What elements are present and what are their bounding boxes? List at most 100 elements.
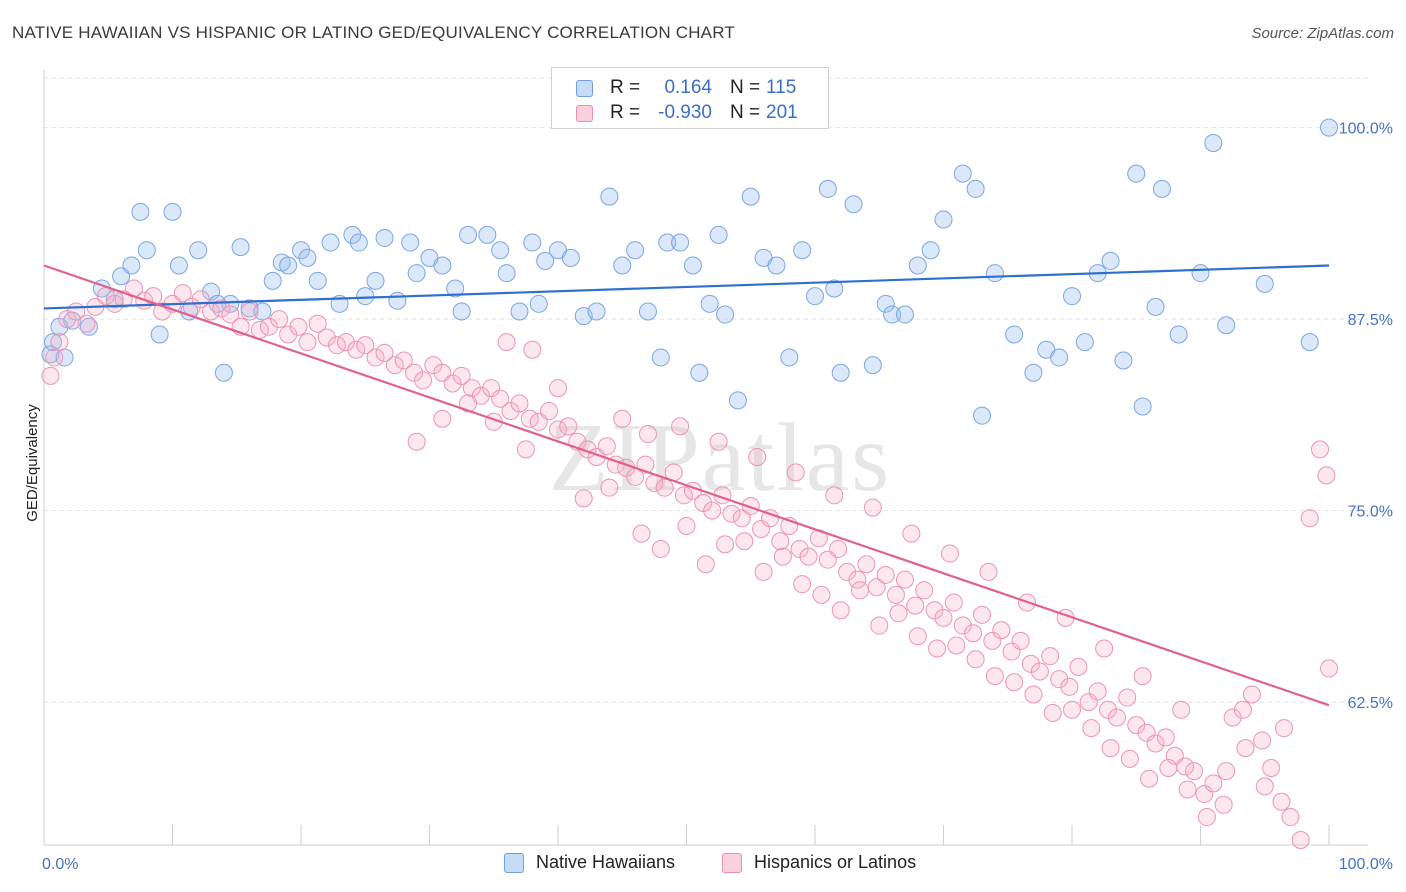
hispanic-latino-point bbox=[1041, 647, 1060, 666]
y-tick-label: 100.0% bbox=[1339, 121, 1393, 138]
native-hawaiian-point bbox=[741, 187, 760, 206]
hispanic-latino-point bbox=[876, 565, 895, 584]
native-hawaiian-point bbox=[523, 233, 542, 252]
native-hawaiian-point bbox=[973, 406, 992, 425]
native-hawaiian-point bbox=[985, 264, 1004, 283]
native-hawaiian-point bbox=[137, 241, 156, 260]
hispanic-latino-point bbox=[443, 374, 462, 393]
native-hawaiian-point bbox=[446, 279, 465, 298]
hispanic-latino-point bbox=[516, 440, 535, 459]
hispanic-latino-point bbox=[829, 539, 848, 558]
hispanic-latino-trend-line bbox=[43, 264, 1330, 707]
native-hawaiian-point bbox=[651, 348, 670, 367]
hispanic-latino-point bbox=[1197, 808, 1216, 827]
hispanic-latino-point bbox=[655, 478, 674, 497]
native-hawaiian-trend-line bbox=[43, 264, 1330, 310]
hispanic-latino-point bbox=[1082, 719, 1101, 738]
native-hawaiian-point bbox=[895, 305, 914, 324]
native-hawaiian-point bbox=[1217, 316, 1236, 335]
hispanic-latino-point bbox=[433, 409, 452, 428]
native-hawaiian-point bbox=[690, 363, 709, 382]
native-hawaiian-point bbox=[953, 164, 972, 183]
native-hawaiian-point bbox=[709, 225, 728, 244]
hispanic-latino-point bbox=[308, 314, 327, 333]
hispanic-latino-point bbox=[889, 604, 908, 623]
native-hawaiian-point bbox=[1146, 297, 1165, 316]
legend-swatch-pink bbox=[576, 105, 593, 122]
hispanic-latino-point bbox=[459, 394, 478, 413]
hispanic-latino-point bbox=[732, 509, 751, 528]
hispanic-latino-point bbox=[574, 489, 593, 508]
native-hawaiian-point bbox=[806, 287, 824, 306]
native-hawaiian-point bbox=[529, 294, 548, 313]
hispanic-latino-point bbox=[540, 402, 559, 421]
hispanic-latino-point bbox=[1223, 708, 1242, 727]
native-hawaiian-point bbox=[825, 279, 844, 298]
hispanic-latino-point bbox=[985, 667, 1004, 686]
hispanic-latino-point bbox=[944, 593, 963, 612]
hispanic-latino-point bbox=[735, 532, 754, 551]
native-hawaiian-point bbox=[626, 241, 645, 260]
hispanic-latino-point bbox=[1204, 774, 1223, 793]
y-tick-label: 62.5% bbox=[1348, 695, 1393, 712]
native-hawaiian-point bbox=[43, 333, 62, 352]
native-hawaiian-point bbox=[491, 241, 510, 260]
native-hawaiian-point bbox=[1075, 333, 1094, 352]
legend-n-label: N = bbox=[730, 102, 761, 123]
hispanic-latino-point bbox=[1291, 831, 1310, 850]
hispanic-latino-point bbox=[1159, 759, 1178, 778]
hispanic-latino-point bbox=[50, 333, 69, 352]
hispanic-latino-point bbox=[45, 348, 64, 367]
hispanic-latino-point bbox=[347, 340, 366, 359]
native-hawaiian-point bbox=[231, 238, 250, 257]
hispanic-latino-point bbox=[838, 562, 857, 581]
hispanic-latino-point bbox=[1050, 670, 1069, 689]
legend-label: Hispanics or Latinos bbox=[754, 852, 917, 872]
hispanic-latino-point bbox=[928, 639, 947, 658]
native-hawaiian-point bbox=[1169, 325, 1188, 344]
hispanic-latino-point bbox=[212, 299, 231, 318]
hispanic-latino-point bbox=[973, 605, 992, 624]
hispanic-latino-point bbox=[825, 486, 844, 505]
hispanic-latino-point bbox=[799, 547, 818, 566]
native-hawaiian-point bbox=[1063, 287, 1081, 306]
hispanic-latino-point bbox=[790, 539, 809, 558]
native-hawaiian-point bbox=[1101, 251, 1120, 270]
hispanic-latino-point bbox=[1030, 662, 1049, 681]
native-hawaiian-point bbox=[263, 271, 282, 290]
hispanic-latino-point bbox=[597, 437, 616, 456]
y-tick-label: 87.5% bbox=[1348, 312, 1393, 329]
hispanic-latino-point bbox=[748, 448, 767, 467]
native-hawaiian-point bbox=[587, 302, 606, 321]
native-hawaiian-point bbox=[401, 233, 420, 252]
hispanic-latino-point bbox=[1011, 631, 1030, 650]
legend-swatch-blue bbox=[504, 853, 524, 873]
hispanic-latino-point bbox=[491, 389, 510, 408]
native-hawaiian-point bbox=[934, 210, 953, 229]
native-hawaiian-point bbox=[459, 225, 478, 244]
native-hawaiian-point bbox=[1133, 397, 1152, 416]
native-hawaiian-point bbox=[844, 195, 863, 214]
native-hawaiian-point bbox=[1024, 363, 1043, 382]
native-hawaiian-point bbox=[375, 228, 394, 247]
hispanic-latino-point bbox=[848, 570, 867, 589]
hispanic-latino-point bbox=[1088, 682, 1107, 701]
hispanic-latino-point bbox=[549, 379, 567, 398]
hispanic-latino-point bbox=[366, 348, 385, 367]
native-hawaiian-point bbox=[510, 302, 529, 321]
legend-n-value: 115 bbox=[766, 77, 797, 98]
native-hawaiian-point bbox=[728, 391, 747, 410]
native-hawaiian-point bbox=[1127, 164, 1146, 183]
hispanic-latino-point bbox=[940, 544, 959, 563]
native-hawaiian-point bbox=[308, 271, 327, 290]
native-hawaiian-point bbox=[356, 287, 375, 306]
hispanic-latino-point bbox=[1156, 728, 1175, 747]
native-hawaiian-point bbox=[433, 256, 452, 275]
hispanic-latino-point bbox=[1233, 700, 1252, 719]
native-hawaiian-point bbox=[1204, 133, 1223, 152]
data-points bbox=[41, 118, 1338, 850]
native-hawaiian-point bbox=[600, 187, 619, 206]
native-hawaiian-point bbox=[1005, 325, 1024, 344]
hispanic-latino-point bbox=[677, 516, 696, 535]
hispanic-latino-point bbox=[1146, 734, 1165, 753]
